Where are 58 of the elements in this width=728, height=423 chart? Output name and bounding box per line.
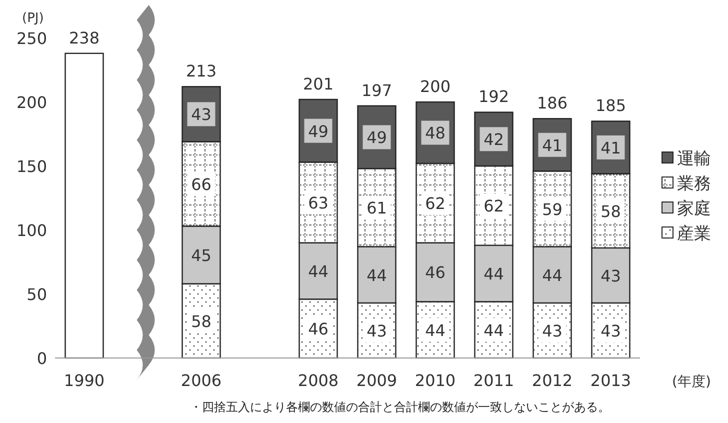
data-label: 66 xyxy=(191,174,212,194)
x-axis-title: (年度) xyxy=(672,374,711,390)
x-tick-label: 2013 xyxy=(590,371,632,390)
y-tick-label: 250 xyxy=(16,29,47,48)
y-tick-label: 50 xyxy=(26,285,47,304)
legend-label: 運輸 xyxy=(677,149,711,169)
text: ・四捨五入により各欄の数値の合計と合計欄の数値が一致しないことがある。 xyxy=(190,400,610,414)
y-tick-label: 0 xyxy=(36,349,47,368)
data-label: 49 xyxy=(308,122,328,141)
x-tick-label: 2010 xyxy=(414,371,456,390)
data-label: 44 xyxy=(425,320,446,340)
bar xyxy=(64,52,104,359)
total-label: 238 xyxy=(68,28,100,48)
data-label: 43 xyxy=(600,266,621,286)
data-label: 62 xyxy=(484,196,504,216)
total-label: 201 xyxy=(302,74,334,94)
data-label: 59 xyxy=(542,200,562,219)
data-label: 63 xyxy=(308,193,328,212)
total-label: 200 xyxy=(420,77,451,96)
y-tick-label: 200 xyxy=(16,93,47,112)
total-label: 186 xyxy=(536,94,568,113)
x-tick-label: 2009 xyxy=(356,371,398,390)
data-label: 58 xyxy=(600,202,621,221)
data-label: 48 xyxy=(425,124,446,143)
data-label: 45 xyxy=(191,246,212,265)
data-label: 46 xyxy=(425,263,446,282)
data-label: 41 xyxy=(542,136,562,155)
data-label: 44 xyxy=(542,266,562,285)
data-label: 43 xyxy=(366,321,387,340)
total-label: 185 xyxy=(595,96,626,116)
data-label: 44 xyxy=(366,266,387,285)
legend-label: 業務 xyxy=(677,174,711,194)
legend-label: 家庭 xyxy=(677,199,711,219)
y-tick-label: 100 xyxy=(16,221,47,240)
total-label: 213 xyxy=(186,62,217,81)
x-tick-label: 2008 xyxy=(298,371,339,390)
legend-label: 産業 xyxy=(677,224,711,244)
x-tick-label: 2011 xyxy=(473,371,514,390)
data-label: 44 xyxy=(308,262,328,281)
y-tick-label: 150 xyxy=(16,157,47,176)
data-label: 49 xyxy=(366,128,387,148)
x-tick-label: 2006 xyxy=(180,371,222,390)
data-label: 43 xyxy=(542,321,562,340)
x-tick-label: 2012 xyxy=(532,371,573,390)
x-tick-label: 1990 xyxy=(64,371,105,390)
data-label: 43 xyxy=(600,321,621,340)
data-label: 61 xyxy=(366,198,387,218)
data-label: 44 xyxy=(484,320,504,340)
data-label: 58 xyxy=(191,312,212,331)
data-label: 44 xyxy=(484,264,504,284)
data-label: 46 xyxy=(308,320,328,339)
total-label: 197 xyxy=(361,80,392,100)
data-label: 43 xyxy=(191,105,212,124)
data-label: 62 xyxy=(425,194,446,214)
data-label: 41 xyxy=(600,138,621,158)
total-label: 192 xyxy=(478,87,510,106)
y-axis-title: (PJ) xyxy=(22,11,44,26)
data-label: 42 xyxy=(484,130,504,150)
